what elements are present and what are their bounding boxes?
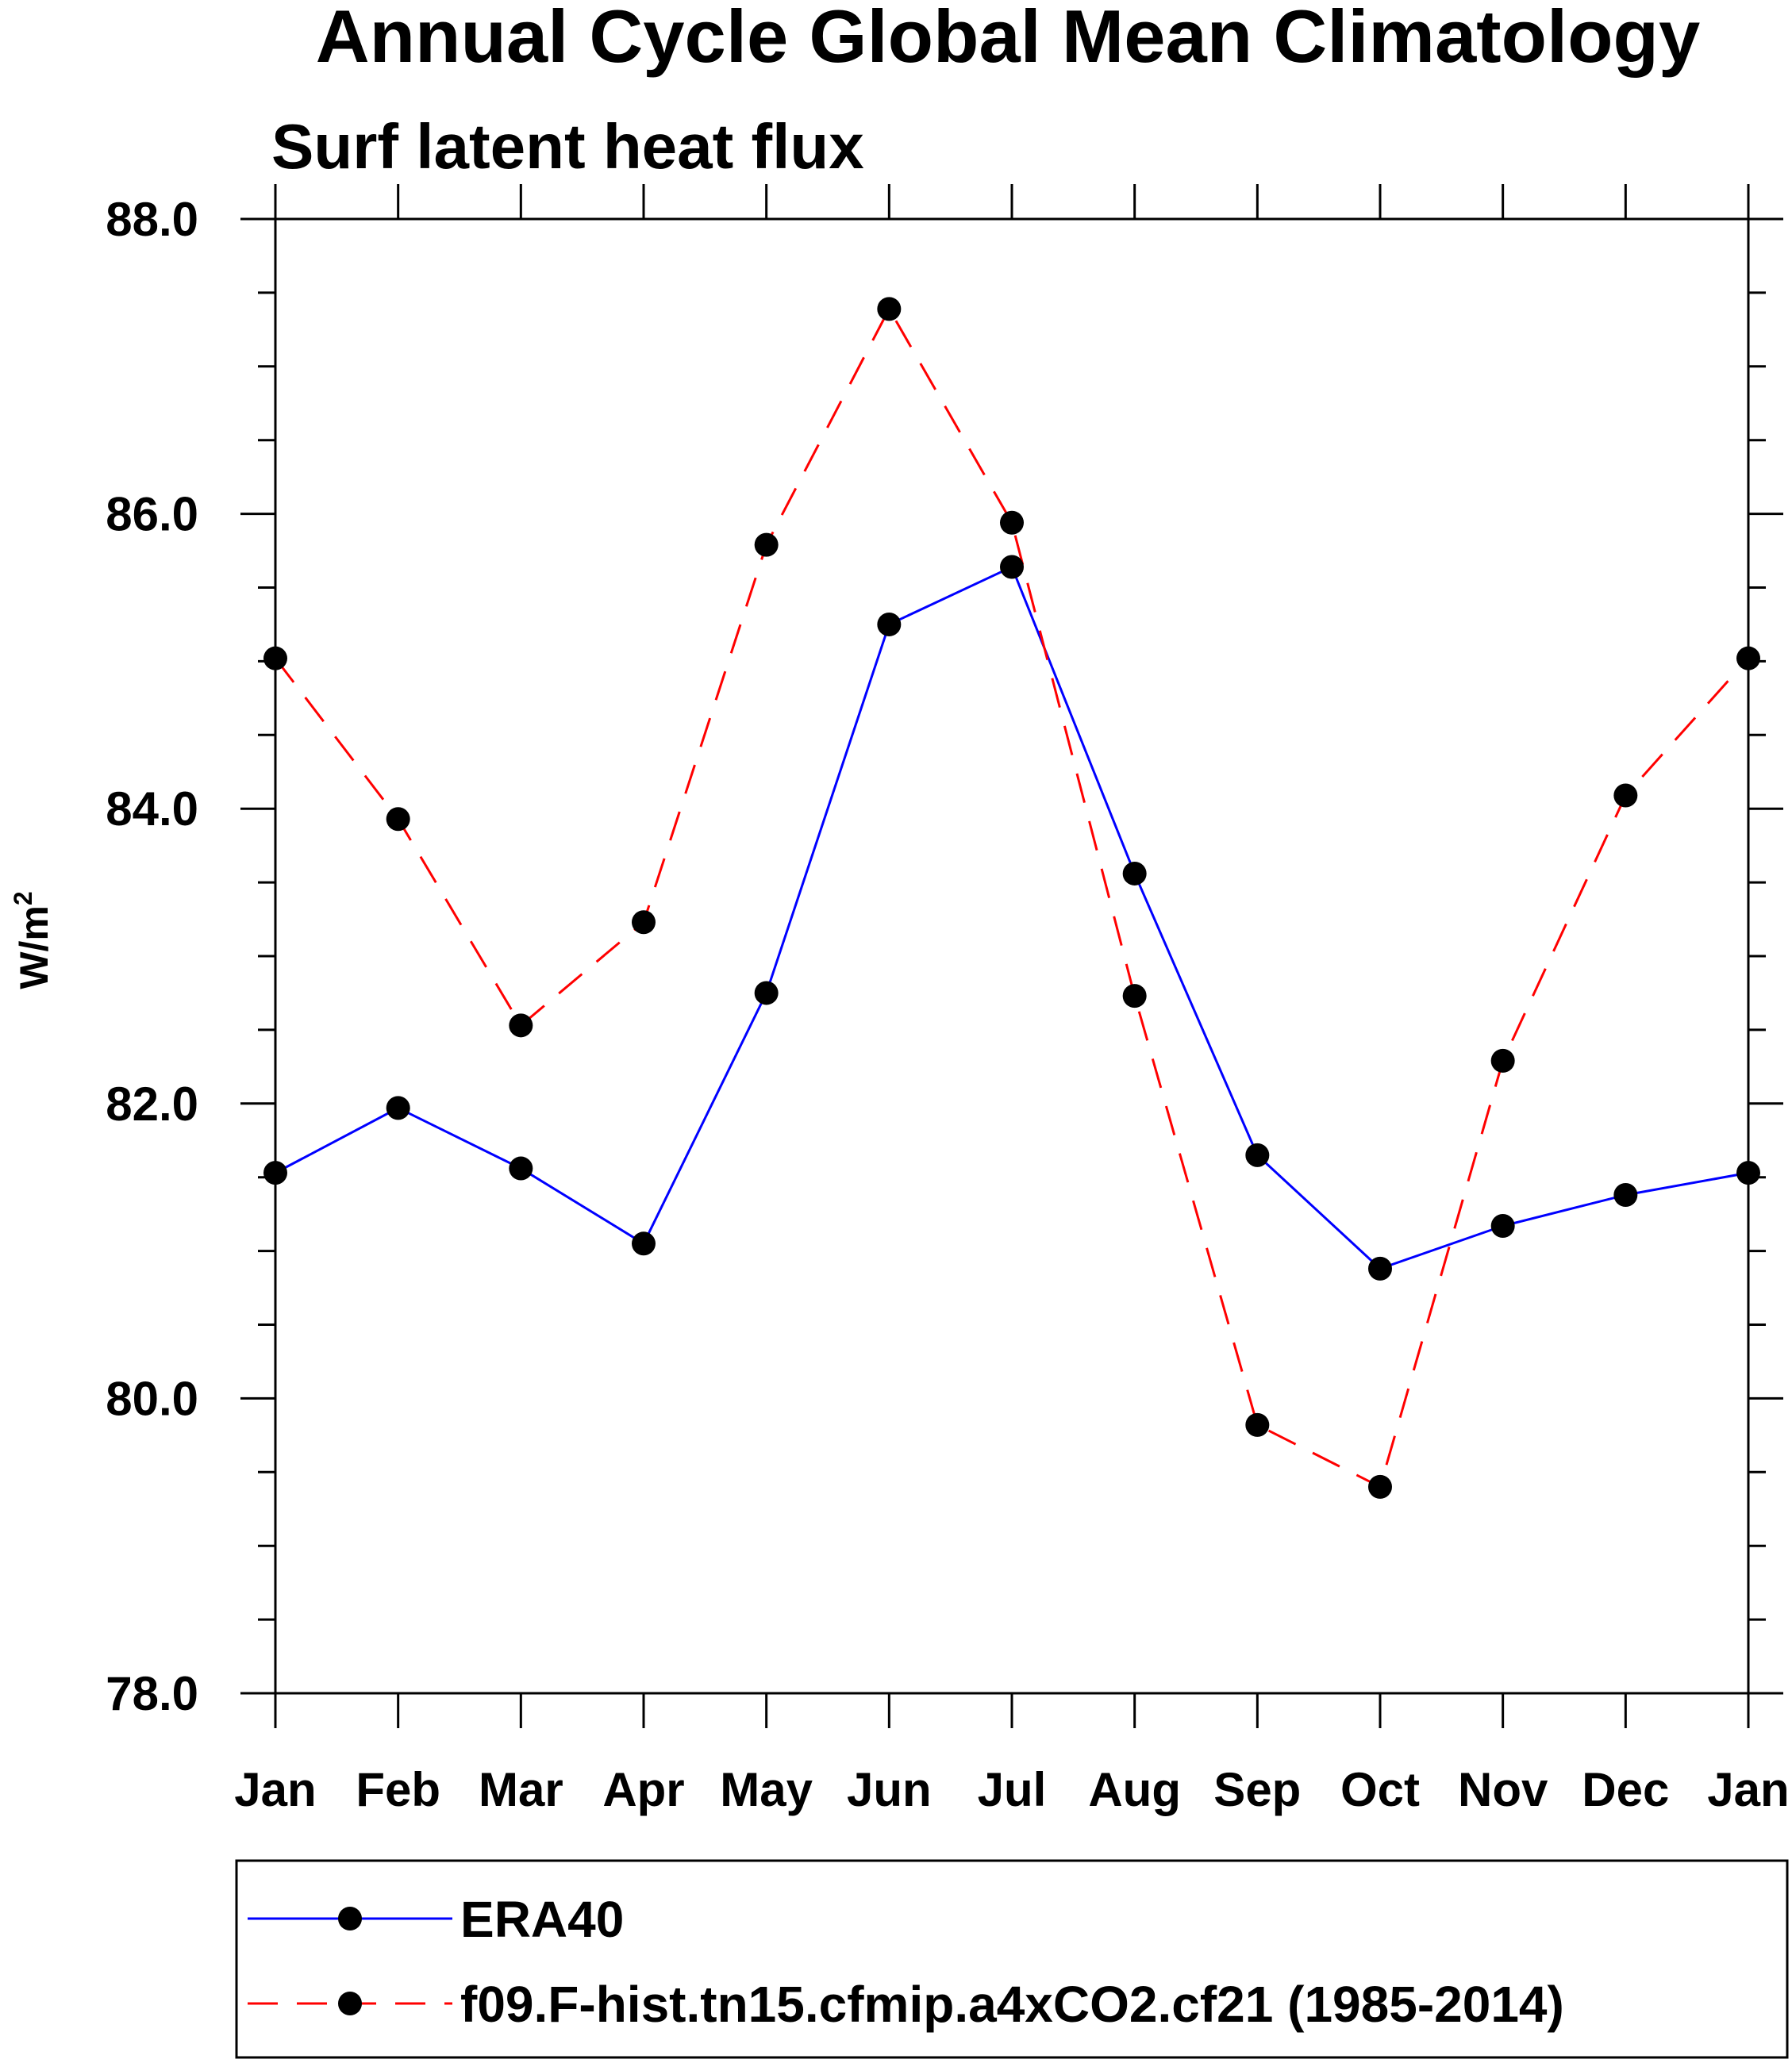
y-tick-label: 88.0 — [106, 193, 198, 246]
series-1-point — [1736, 646, 1760, 670]
series-1-point — [632, 910, 656, 935]
x-tick-label: Nov — [1458, 1763, 1548, 1816]
series-1-point — [1490, 1048, 1515, 1073]
x-tick-label: Apr — [602, 1763, 684, 1816]
legend-marker-model — [338, 1992, 362, 2015]
series-0-point — [1000, 555, 1024, 579]
series-1-point — [1613, 783, 1638, 808]
x-tick-label: Jan — [234, 1763, 316, 1816]
series-1-point — [877, 297, 902, 321]
series-0-point — [386, 1096, 410, 1120]
series-1-point — [509, 1013, 533, 1038]
series-0-point — [1245, 1143, 1270, 1167]
series-layer — [263, 297, 1760, 1499]
series-1-point — [1245, 1412, 1270, 1437]
legend-label-era40: ERA40 — [460, 1891, 624, 1948]
series-0-point — [877, 612, 902, 636]
series-1-point — [1122, 984, 1147, 1008]
series-1-point — [754, 532, 779, 557]
x-tick-label: Aug — [1088, 1763, 1181, 1816]
legend-marker-era40 — [338, 1907, 362, 1930]
y-tick-label: 80.0 — [106, 1372, 198, 1425]
x-tick-label: Sep — [1213, 1763, 1301, 1816]
series-0-point — [1122, 861, 1147, 886]
series-0-point — [263, 1161, 287, 1185]
x-tick-label: Jul — [978, 1763, 1047, 1816]
series-0-point — [509, 1156, 533, 1181]
series-0-point — [1613, 1182, 1638, 1207]
x-tick-label: Mar — [479, 1763, 563, 1816]
plot-frame — [274, 217, 1750, 1695]
x-tick-label: Jun — [847, 1763, 932, 1816]
legend-item-model: f09.F-hist.tn15.cfmip.a4xCO2.cf21 (1985-… — [248, 1976, 1564, 2033]
x-tick-label: Jan — [1707, 1763, 1789, 1816]
series-1-point — [263, 646, 287, 670]
legend-box — [235, 1859, 1789, 2059]
series-1-point — [386, 807, 410, 832]
series-line-1 — [274, 306, 1750, 1489]
y-axis-title: W/m2 — [9, 891, 56, 989]
legend-item-era40: ERA40 — [248, 1891, 624, 1948]
x-tick-label: Feb — [356, 1763, 440, 1816]
series-1-point — [1000, 510, 1024, 535]
x-tick-label: May — [720, 1763, 813, 1816]
series-0-point — [1736, 1161, 1760, 1185]
series-0-point — [1368, 1256, 1392, 1281]
y-tick-label: 82.0 — [106, 1078, 198, 1131]
chart-title: Annual Cycle Global Mean Climatology — [316, 0, 1701, 78]
legend-label-model: f09.F-hist.tn15.cfmip.a4xCO2.cf21 (1985-… — [460, 1976, 1564, 2033]
series-0-point — [632, 1231, 656, 1256]
plot-axes: Jan Feb Mar Apr May Jun Jul Aug Sep Oct Nov Dec Jan 8… — [106, 184, 1790, 1816]
x-tick-label: Dec — [1582, 1763, 1669, 1816]
legend: ERA40 f09.F-hist.tn15.cfmip.a4xCO2.cf21 … — [235, 1859, 1789, 2059]
y-tick-label: 78.0 — [106, 1667, 198, 1720]
series-0-point — [754, 981, 779, 1005]
series-1-point — [1368, 1474, 1392, 1499]
y-axis-title-base: W/m — [12, 905, 56, 989]
y-tick-label: 84.0 — [106, 782, 198, 836]
y-tick-label: 86.0 — [106, 488, 198, 541]
series-line-0 — [275, 565, 1749, 1270]
x-tick-label: Oct — [1340, 1763, 1420, 1816]
y-axis-title-superscript: 2 — [9, 891, 37, 905]
series-0-point — [1490, 1214, 1515, 1239]
chart-subtitle: Surf latent heat flux — [271, 111, 864, 182]
